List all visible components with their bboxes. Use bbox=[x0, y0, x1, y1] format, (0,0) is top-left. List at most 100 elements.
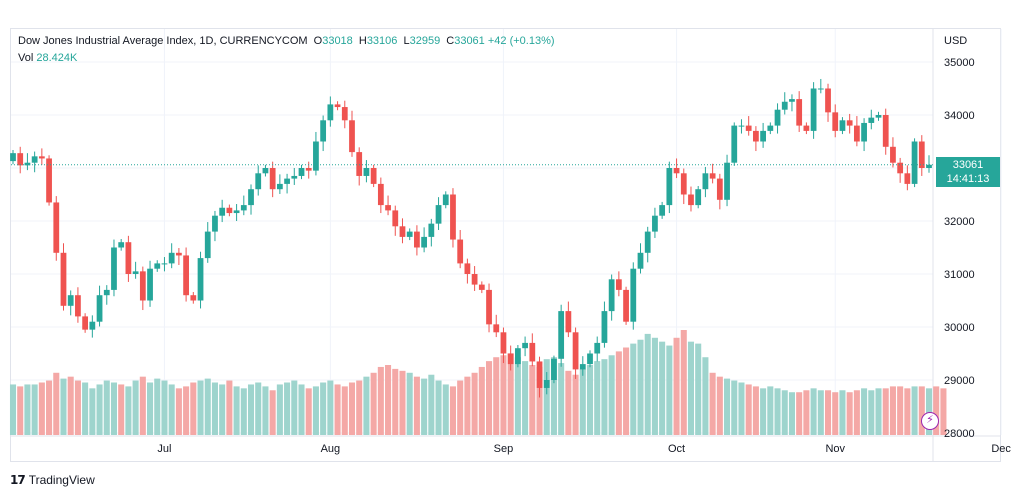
candle-body[interactable] bbox=[313, 141, 319, 171]
candle-body[interactable] bbox=[38, 156, 45, 159]
candle-body[interactable] bbox=[457, 239, 464, 264]
candle-body[interactable] bbox=[226, 207, 233, 214]
candle-body[interactable] bbox=[601, 311, 608, 343]
candle-body[interactable] bbox=[767, 125, 774, 131]
candle-body[interactable] bbox=[31, 156, 38, 163]
candle-body[interactable] bbox=[796, 99, 803, 126]
candle-body[interactable] bbox=[291, 175, 298, 179]
candle-body[interactable] bbox=[832, 112, 839, 131]
candle-body[interactable] bbox=[298, 168, 305, 176]
candle-body[interactable] bbox=[825, 88, 831, 113]
candle-body[interactable] bbox=[284, 178, 290, 184]
candle-body[interactable] bbox=[644, 231, 651, 253]
candle-body[interactable] bbox=[349, 120, 355, 153]
currency-label[interactable]: USD bbox=[944, 35, 968, 47]
candle-body[interactable] bbox=[46, 158, 52, 203]
candle-body[interactable] bbox=[305, 168, 312, 171]
candle-body[interactable] bbox=[623, 289, 629, 322]
candle-body[interactable] bbox=[212, 215, 218, 232]
candle-body[interactable] bbox=[774, 109, 781, 126]
candle-body[interactable] bbox=[731, 125, 738, 163]
candle-body[interactable] bbox=[926, 164, 932, 168]
candle-body[interactable] bbox=[738, 125, 745, 127]
candle-body[interactable] bbox=[341, 107, 348, 121]
candle-body[interactable] bbox=[803, 125, 810, 131]
candle-body[interactable] bbox=[695, 189, 702, 206]
candle-body[interactable] bbox=[760, 130, 766, 142]
candle-body[interactable] bbox=[716, 178, 723, 200]
candle-body[interactable] bbox=[904, 173, 911, 184]
candle-body[interactable] bbox=[435, 205, 442, 224]
candle-body[interactable] bbox=[450, 194, 456, 240]
candle-body[interactable] bbox=[587, 353, 593, 365]
candle-body[interactable] bbox=[399, 226, 406, 237]
candle-body[interactable] bbox=[327, 104, 334, 121]
candle-body[interactable] bbox=[132, 271, 139, 274]
candle-body[interactable] bbox=[262, 168, 269, 174]
candle-body[interactable] bbox=[666, 168, 673, 206]
candle-body[interactable] bbox=[414, 231, 420, 248]
candle-body[interactable] bbox=[753, 130, 759, 142]
candle-body[interactable] bbox=[673, 168, 680, 174]
candle-body[interactable] bbox=[514, 348, 521, 365]
candle-body[interactable] bbox=[724, 162, 730, 200]
candle-body[interactable] bbox=[543, 380, 550, 388]
candle-body[interactable] bbox=[233, 210, 240, 214]
candle-body[interactable] bbox=[428, 223, 435, 237]
candle-body[interactable] bbox=[745, 125, 752, 131]
candle-body[interactable] bbox=[111, 247, 117, 290]
candle-body[interactable] bbox=[861, 122, 867, 142]
candle-body[interactable] bbox=[75, 295, 81, 317]
candle-body[interactable] bbox=[781, 101, 788, 110]
candle-body[interactable] bbox=[471, 274, 478, 285]
volume-label[interactable]: Vol bbox=[18, 52, 34, 64]
candle-body[interactable] bbox=[868, 117, 875, 123]
candle-body[interactable] bbox=[139, 271, 146, 301]
candle-body[interactable] bbox=[875, 115, 882, 118]
candle-body[interactable] bbox=[363, 168, 370, 176]
candle-body[interactable] bbox=[370, 168, 377, 184]
candle-body[interactable] bbox=[125, 242, 132, 274]
candle-body[interactable] bbox=[846, 120, 853, 126]
candle-body[interactable] bbox=[817, 88, 824, 90]
candle-body[interactable] bbox=[659, 205, 666, 216]
candle-body[interactable] bbox=[320, 120, 327, 142]
candle-body[interactable] bbox=[680, 173, 687, 195]
candle-body[interactable] bbox=[637, 252, 644, 269]
candle-body[interactable] bbox=[17, 153, 24, 166]
candle-body[interactable] bbox=[82, 316, 89, 330]
candle-body[interactable] bbox=[276, 183, 283, 190]
candle-body[interactable] bbox=[421, 236, 428, 248]
candle-body[interactable] bbox=[572, 332, 579, 370]
candle-body[interactable] bbox=[608, 279, 615, 312]
candle-body[interactable] bbox=[493, 324, 500, 333]
candle-body[interactable] bbox=[789, 99, 795, 102]
candle-body[interactable] bbox=[529, 342, 536, 362]
candle-body[interactable] bbox=[10, 153, 16, 162]
candle-body[interactable] bbox=[219, 207, 226, 216]
candle-body[interactable] bbox=[248, 189, 254, 206]
candle-body[interactable] bbox=[897, 162, 904, 174]
candle-body[interactable] bbox=[269, 168, 276, 190]
candle-body[interactable] bbox=[551, 358, 557, 380]
candle-body[interactable] bbox=[911, 141, 918, 184]
candle-body[interactable] bbox=[240, 205, 247, 211]
candle-body[interactable] bbox=[154, 263, 161, 269]
candle-body[interactable] bbox=[96, 295, 103, 322]
candle-body[interactable] bbox=[334, 104, 341, 108]
candle-body[interactable] bbox=[558, 311, 565, 359]
candle-body[interactable] bbox=[882, 115, 889, 147]
candle-body[interactable] bbox=[442, 194, 449, 206]
candle-body[interactable] bbox=[204, 231, 211, 259]
candle-body[interactable] bbox=[147, 268, 153, 301]
candle-body[interactable] bbox=[385, 205, 391, 211]
candle-body[interactable] bbox=[356, 152, 363, 176]
candle-body[interactable] bbox=[67, 295, 74, 306]
candle-body[interactable] bbox=[709, 173, 716, 179]
candle-body[interactable] bbox=[118, 242, 125, 248]
candle-body[interactable] bbox=[853, 125, 860, 142]
candle-body[interactable] bbox=[168, 252, 175, 264]
candle-body[interactable] bbox=[103, 289, 110, 296]
candle-body[interactable] bbox=[190, 295, 197, 301]
